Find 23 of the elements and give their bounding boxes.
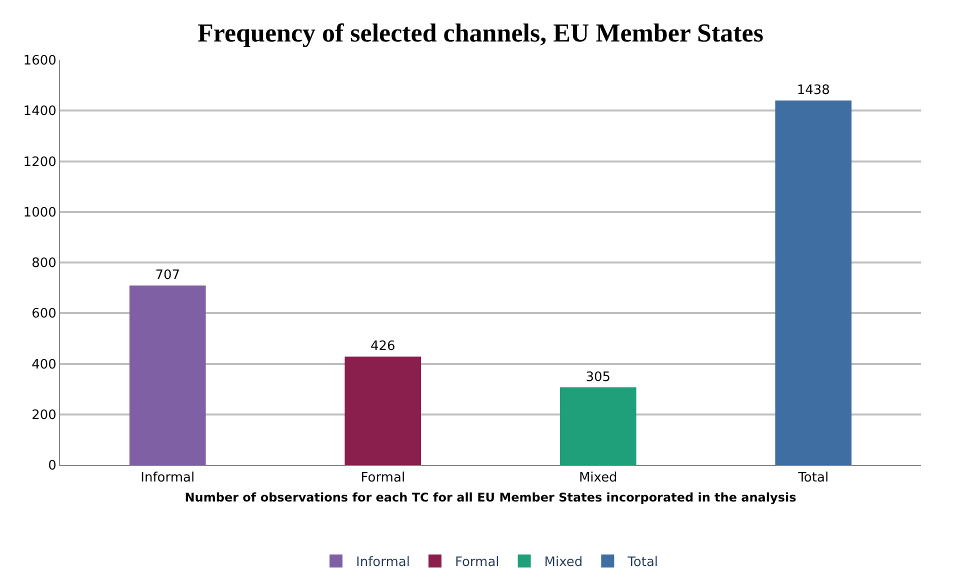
legend-label: Total	[626, 555, 658, 570]
data-label: 1438	[796, 83, 830, 98]
x-axis-title: Number of observations for each TC for all EU Member States incorporated in the analysis	[184, 490, 796, 504]
x-tick-label: Total	[797, 470, 829, 486]
legend-label: Mixed	[544, 555, 583, 570]
legend-label: Informal	[356, 555, 410, 570]
y-tick-label: 200	[32, 408, 56, 423]
y-tick-label: 1400	[23, 104, 56, 120]
y-tick-label: 1200	[23, 154, 56, 170]
y-tick-label: 1000	[23, 205, 56, 220]
y-tick-label: 600	[32, 306, 56, 322]
chart-title: Frequency of selected channels, EU Member States	[198, 18, 764, 48]
y-tick-label: 400	[32, 357, 56, 372]
data-label: 707	[155, 268, 180, 284]
x-tick-label: Mixed	[578, 470, 618, 486]
x-tick-label: Formal	[360, 470, 406, 486]
y-tick-label: 800	[32, 256, 56, 272]
legend-label: Formal	[454, 555, 500, 570]
data-label: 426	[370, 339, 396, 354]
x-tick-label: Informal	[140, 470, 195, 486]
y-tick-label: 0	[48, 458, 56, 474]
y-tick-label: 1600	[23, 54, 56, 69]
data-label: 305	[586, 370, 611, 385]
